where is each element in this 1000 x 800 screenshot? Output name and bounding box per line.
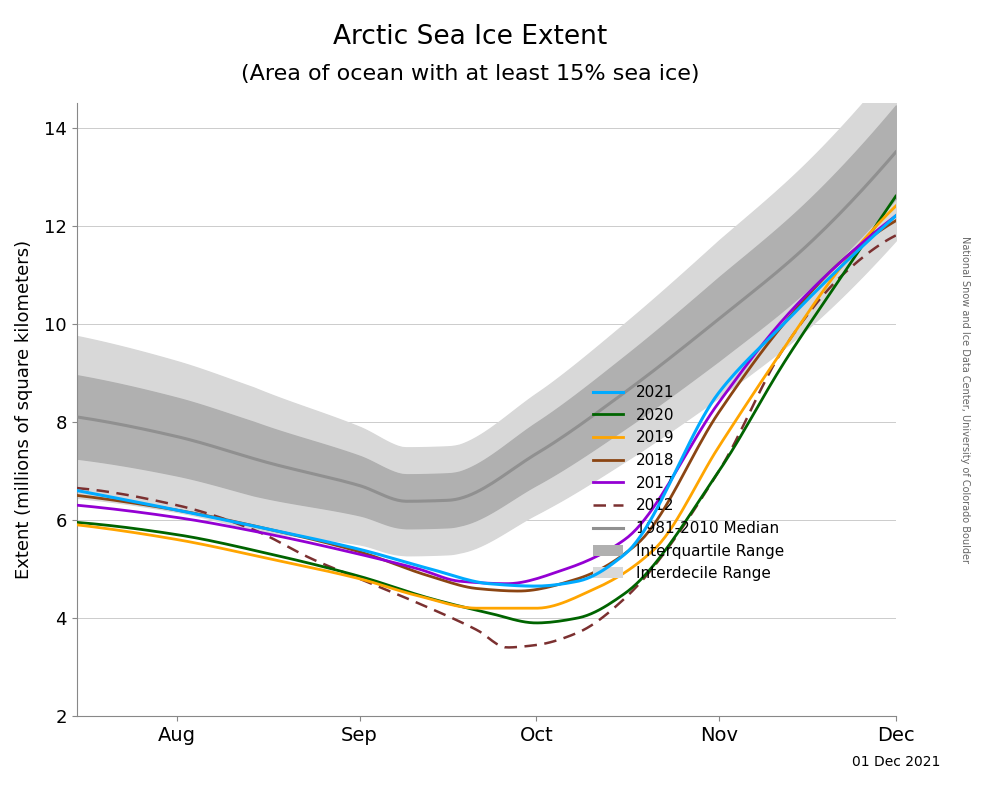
Text: National Snow and Ice Data Center, University of Colorado Boulder: National Snow and Ice Data Center, Unive… [960,237,970,563]
Legend: 2021, 2020, 2019, 2018, 2017, 2012, 1981-2010 Median, Interquartile Range, Inter: 2021, 2020, 2019, 2018, 2017, 2012, 1981… [587,379,790,587]
Text: 01 Dec 2021: 01 Dec 2021 [852,755,940,769]
Text: Arctic Sea Ice Extent: Arctic Sea Ice Extent [333,24,607,50]
Y-axis label: Extent (millions of square kilometers): Extent (millions of square kilometers) [15,240,33,579]
Text: (Area of ocean with at least 15% sea ice): (Area of ocean with at least 15% sea ice… [241,64,699,84]
